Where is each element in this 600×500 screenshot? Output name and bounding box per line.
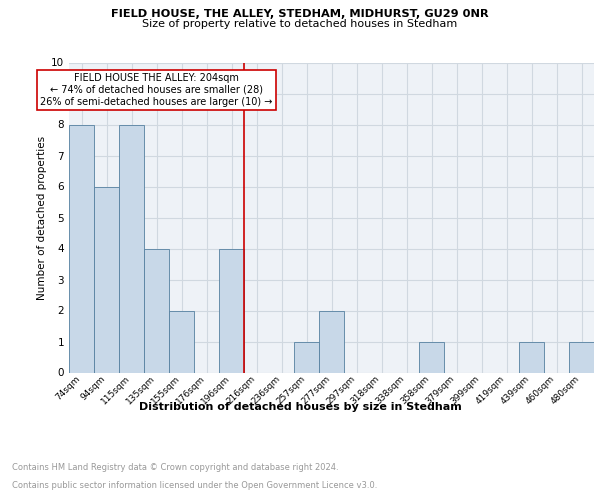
Text: Distribution of detached houses by size in Stedham: Distribution of detached houses by size … — [139, 402, 461, 412]
Bar — [94, 186, 119, 372]
Bar — [519, 342, 544, 372]
Bar — [119, 124, 144, 372]
Bar — [569, 342, 594, 372]
Bar — [169, 310, 194, 372]
Text: Contains public sector information licensed under the Open Government Licence v3: Contains public sector information licen… — [12, 481, 377, 490]
Text: Size of property relative to detached houses in Stedham: Size of property relative to detached ho… — [142, 19, 458, 29]
Text: FIELD HOUSE, THE ALLEY, STEDHAM, MIDHURST, GU29 0NR: FIELD HOUSE, THE ALLEY, STEDHAM, MIDHURS… — [111, 9, 489, 19]
Bar — [419, 342, 444, 372]
Bar — [294, 342, 319, 372]
Bar — [69, 124, 94, 372]
Bar — [219, 248, 244, 372]
Y-axis label: Number of detached properties: Number of detached properties — [37, 136, 47, 300]
Text: Contains HM Land Registry data © Crown copyright and database right 2024.: Contains HM Land Registry data © Crown c… — [12, 464, 338, 472]
Bar — [319, 310, 344, 372]
Bar — [144, 248, 169, 372]
Text: FIELD HOUSE THE ALLEY: 204sqm
← 74% of detached houses are smaller (28)
26% of s: FIELD HOUSE THE ALLEY: 204sqm ← 74% of d… — [40, 74, 272, 106]
